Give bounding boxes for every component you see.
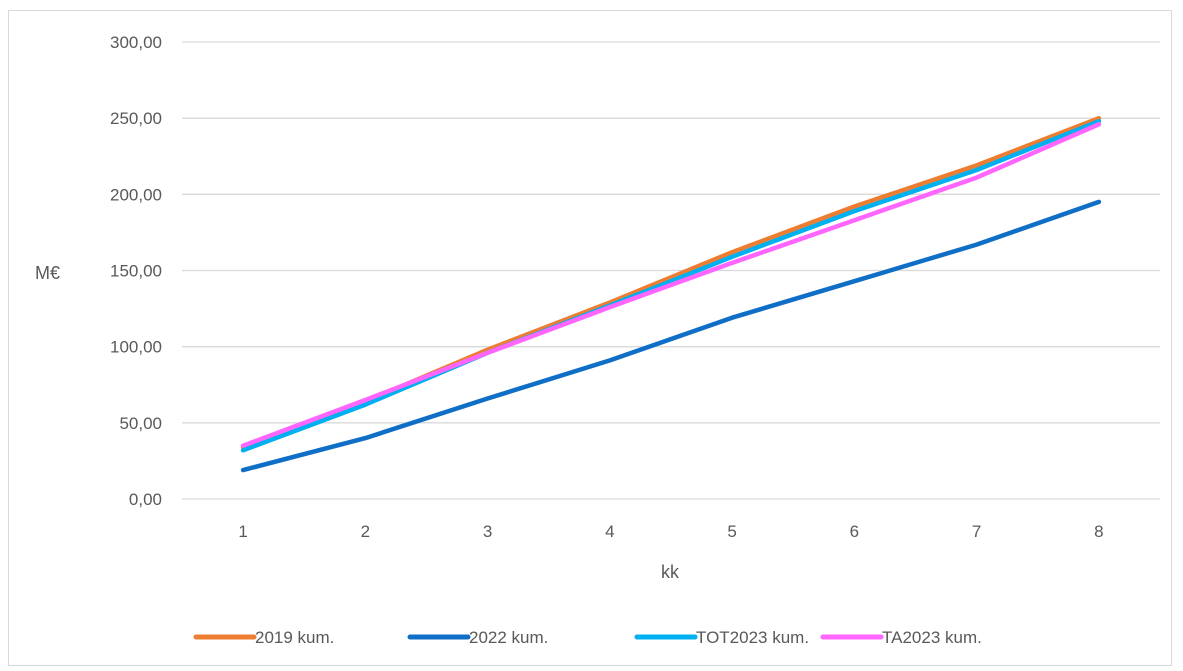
x-tick-label: 3 — [483, 522, 492, 541]
x-tick-label: 8 — [1094, 522, 1103, 541]
y-tick-label: 100,00 — [110, 338, 162, 357]
y-tick-label: 50,00 — [119, 414, 162, 433]
x-tick-label: 6 — [850, 522, 859, 541]
legend-label: TA2023 kum. — [882, 628, 982, 647]
y-axis-title: M€ — [35, 263, 60, 283]
y-tick-label: 300,00 — [110, 33, 162, 52]
y-axis-tick-labels: 0,00 50,00 100,00 150,00 200,00 250,00 300,00 — [110, 33, 162, 509]
x-tick-label: 2 — [361, 522, 370, 541]
x-axis-title: kk — [661, 562, 680, 582]
y-tick-label: 200,00 — [110, 185, 162, 204]
legend-label: 2022 kum. — [469, 628, 548, 647]
x-tick-label: 5 — [727, 522, 736, 541]
y-tick-label: 0,00 — [129, 490, 162, 509]
chart-area — [8, 10, 1172, 666]
series-line — [240, 118, 1102, 453]
legend-label: 2019 kum. — [255, 628, 334, 647]
x-axis-tick-labels: 1 2 3 4 5 6 7 8 — [238, 522, 1103, 541]
series-line — [240, 199, 1102, 473]
y-tick-label: 150,00 — [110, 262, 162, 281]
legend-label: TOT2023 kum. — [696, 628, 809, 647]
y-tick-label: 250,00 — [110, 109, 162, 128]
gridlines — [182, 41, 1160, 500]
x-tick-label: 4 — [605, 522, 614, 541]
series-line — [240, 122, 1102, 448]
x-tick-label: 1 — [238, 522, 247, 541]
series-lines — [240, 115, 1102, 473]
x-tick-label: 7 — [972, 522, 981, 541]
legend: 2019 kum. 2022 kum. TOT2023 kum. TA2023 kum… — [193, 628, 982, 647]
